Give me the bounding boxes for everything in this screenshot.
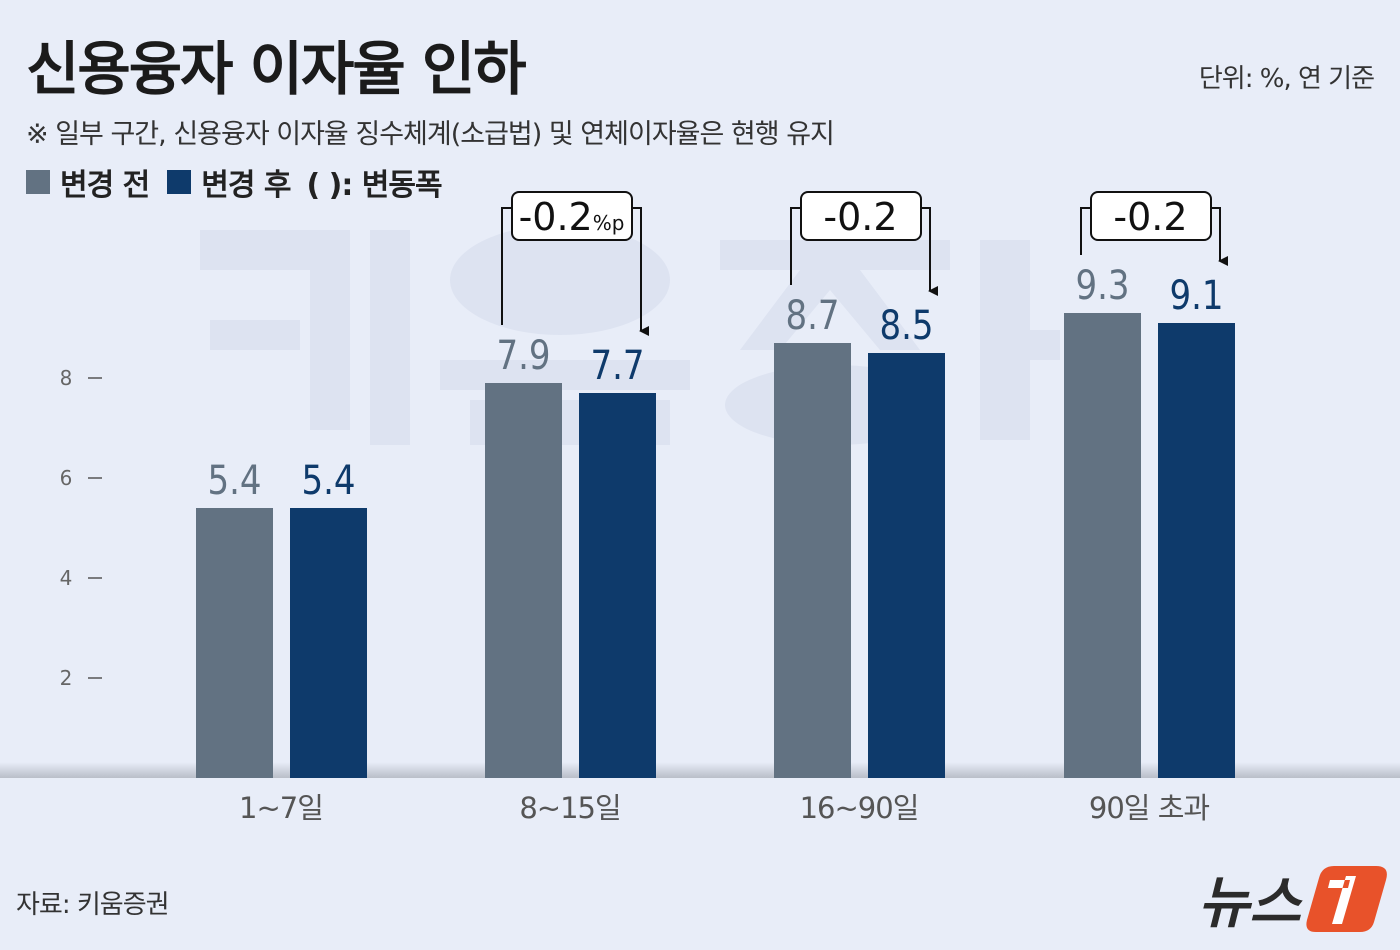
change-unit: %p [593,211,625,235]
news1-logo: 뉴스 [1198,866,1387,935]
y-tick-label: 6 [60,466,73,490]
value-label-before: 7.9 [496,332,550,378]
value-label-after: 5.4 [301,457,355,503]
legend-after: 변경 후 [201,168,291,203]
x-tick-label: 1~7일 [239,791,323,825]
y-tick-label: 8 [60,366,73,390]
value-label-after: 7.7 [590,342,644,388]
legend: 변경 전 변경 후 ( ): 변동폭 [26,160,443,204]
bracket-arrow [921,207,938,296]
change-label: -0.2 [823,195,897,239]
y-tick-label: 4 [60,566,73,590]
bar-after [1158,323,1235,778]
value-label-after: 9.1 [1169,272,1223,318]
legend-change: ( ): 변동폭 [306,168,443,203]
change-label: -0.2 [1113,195,1187,239]
x-tick-label: 90일 초과 [1089,791,1209,825]
bar-before [196,508,273,778]
bar-before [485,383,562,778]
bracket-left-line [790,207,801,285]
value-label-before: 5.4 [207,457,261,503]
unit-label: 단위: %, 연 기준 [1198,64,1375,94]
bracket-arrow [632,207,649,336]
bracket-arrow [1211,207,1228,266]
x-tick-label: 16~90일 [800,791,919,825]
y-tick-label: 2 [60,666,73,690]
change-box [511,191,633,241]
value-label-after: 8.5 [879,302,933,348]
x-tick-label: 8~15일 [519,791,620,825]
bar-after [290,508,367,778]
svg-text:뉴스: 뉴스 [1198,871,1304,935]
note: ※ 일부 구간, 신용융자 이자율 징수체계(소급법) 및 연체이자율은 현행 … [26,119,835,150]
legend-swatch-after [167,170,192,194]
bar-before [774,343,851,778]
value-label-before: 9.3 [1075,262,1129,308]
bracket-left-line [1080,207,1091,255]
value-label-before: 8.7 [785,292,839,338]
bracket-left-line [501,207,512,325]
change-box [1090,191,1212,241]
legend-swatch-before [26,170,50,194]
bar-after [579,393,656,778]
legend-before: 변경 전 [60,168,150,203]
change-box [800,191,922,241]
source: 자료: 키움증권 [16,890,170,920]
bar-before [1064,313,1141,778]
page-title: 신용융자 이자율 인하 [26,35,527,103]
bar-after [868,353,945,778]
